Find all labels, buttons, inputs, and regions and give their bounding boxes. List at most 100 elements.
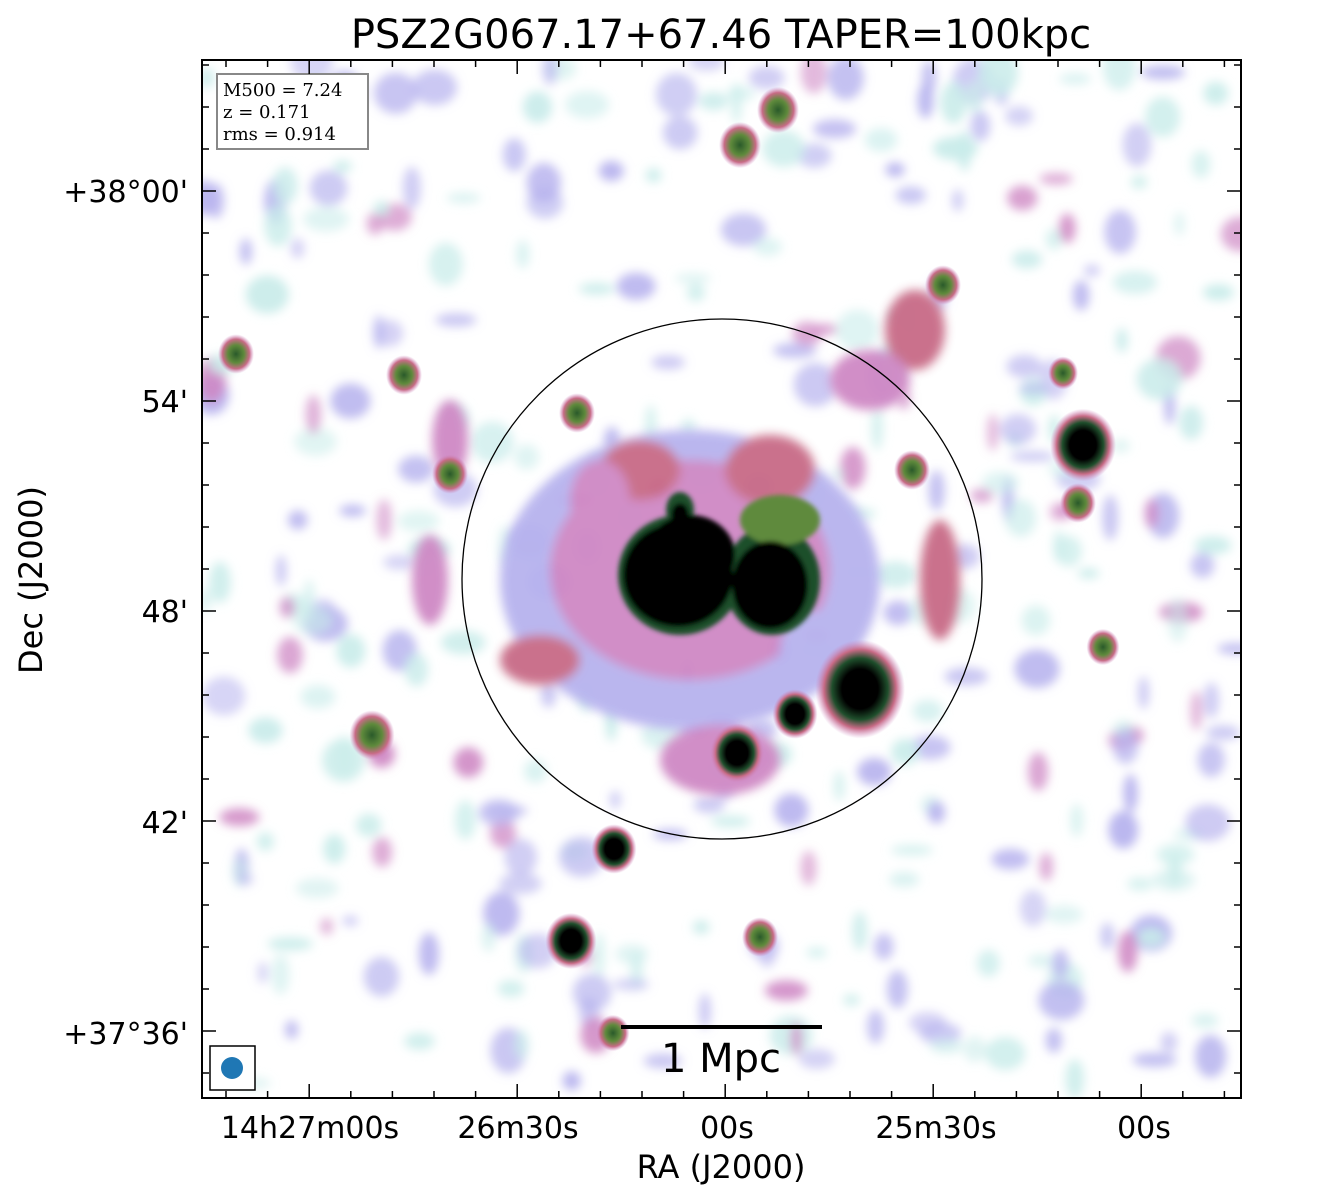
noise-blob xyxy=(516,240,530,269)
noise-blob xyxy=(698,993,711,1029)
scale-bar-label: 1 Mpc xyxy=(661,1036,781,1082)
y-axis-label: Dec (J2000) xyxy=(12,486,50,674)
noise-blob xyxy=(1027,954,1058,968)
x-tick-label: 00s xyxy=(1117,1111,1171,1146)
noise-blob xyxy=(1039,852,1054,881)
noise-blob xyxy=(692,920,710,935)
noise-blob xyxy=(372,837,393,868)
noise-blob xyxy=(355,813,382,837)
noise-blob xyxy=(277,636,303,674)
noise-blob xyxy=(418,932,439,976)
noise-blob xyxy=(963,1036,986,1063)
noise-blob xyxy=(504,838,537,877)
compact-source xyxy=(757,86,799,134)
noise-blob xyxy=(753,237,783,256)
noise-blob xyxy=(1185,804,1231,842)
noise-blob xyxy=(917,83,934,119)
noise-blob xyxy=(688,60,725,71)
compact-source xyxy=(386,355,422,395)
noise-blob xyxy=(643,1053,683,1069)
noise-blob xyxy=(1206,725,1241,741)
noise-blob xyxy=(1045,228,1062,250)
compact-source xyxy=(1060,483,1096,523)
noise-blob xyxy=(1021,605,1051,636)
noise-blob xyxy=(982,471,1020,494)
noise-blob xyxy=(1123,773,1138,813)
noise-blob xyxy=(867,1009,885,1044)
noise-blob xyxy=(1145,96,1181,138)
noise-blob xyxy=(835,309,880,351)
noise-blob xyxy=(686,283,706,302)
noise-blob xyxy=(514,444,540,470)
noise-blob xyxy=(1174,212,1185,236)
noise-blob xyxy=(523,759,547,783)
noise-blob xyxy=(320,918,334,935)
noise-blob xyxy=(1052,949,1069,979)
noise-blob xyxy=(1138,676,1149,710)
noise-blob xyxy=(1108,810,1139,849)
noise-blob xyxy=(886,970,908,1009)
x-tick-label: 26m30s xyxy=(457,1111,578,1146)
noise-blob xyxy=(928,470,945,511)
noise-blob xyxy=(470,421,514,463)
noise-blob xyxy=(497,980,525,998)
noise-blob xyxy=(1137,928,1165,947)
noise-blob xyxy=(1130,175,1148,190)
compact-source xyxy=(742,917,778,957)
y-tick-labels: +38°00' 54' 48' 42' +37°36' xyxy=(63,175,188,1052)
noise-blob xyxy=(1160,1031,1178,1053)
noise-blob xyxy=(453,747,484,778)
noise-blob xyxy=(1104,210,1136,254)
beam-box xyxy=(209,1045,256,1091)
noise-blob xyxy=(832,467,844,482)
noise-blob xyxy=(944,667,989,686)
noise-blob xyxy=(288,510,308,530)
noise-blob xyxy=(987,413,999,451)
noise-blob xyxy=(895,186,927,205)
noise-blob xyxy=(790,1022,802,1055)
noise-blob xyxy=(336,634,366,668)
noise-blob xyxy=(976,949,1000,977)
compact-source xyxy=(432,454,468,494)
noise-blob xyxy=(1070,803,1084,837)
noise-blob xyxy=(562,1071,581,1091)
noise-blob xyxy=(1005,499,1037,537)
noise-blob xyxy=(333,160,353,173)
info-m500: M500 = 7.24 xyxy=(223,80,342,101)
noise-blob xyxy=(1102,494,1119,541)
noise-blob xyxy=(1059,73,1091,85)
noise-blob xyxy=(272,167,298,205)
noise-blob xyxy=(502,138,526,172)
noise-blob xyxy=(883,600,913,626)
noise-blob xyxy=(662,116,698,150)
noise-blob xyxy=(655,72,698,117)
noise-blob xyxy=(1190,552,1215,578)
noise-blob xyxy=(1011,250,1043,269)
noise-blob xyxy=(598,160,624,182)
beam-ellipse-icon xyxy=(221,1057,243,1079)
noise-blob xyxy=(929,1039,964,1054)
noise-blob xyxy=(1191,150,1211,179)
noise-blob xyxy=(292,605,333,635)
info-redshift: z = 0.171 xyxy=(223,102,311,123)
noise-blob xyxy=(275,555,287,587)
compact-source xyxy=(218,334,254,374)
plot-frame xyxy=(201,59,1242,1099)
noise-blob xyxy=(1140,65,1186,80)
noise-blob xyxy=(1217,643,1241,655)
noise-blob xyxy=(1039,173,1073,185)
noise-blob xyxy=(309,170,348,206)
noise-blob xyxy=(267,937,314,951)
noise-blob xyxy=(1179,405,1204,440)
noise-blob xyxy=(1127,877,1153,891)
compact-source xyxy=(772,689,818,739)
noise-blob xyxy=(798,1048,835,1069)
noise-blob xyxy=(857,757,892,786)
noise-blob xyxy=(245,275,289,314)
noise-blob xyxy=(806,947,828,958)
noise-blob xyxy=(609,790,621,809)
noise-blob xyxy=(412,69,458,106)
noise-blob xyxy=(698,92,729,111)
noise-blob xyxy=(1144,498,1159,529)
noise-blob xyxy=(957,130,972,172)
